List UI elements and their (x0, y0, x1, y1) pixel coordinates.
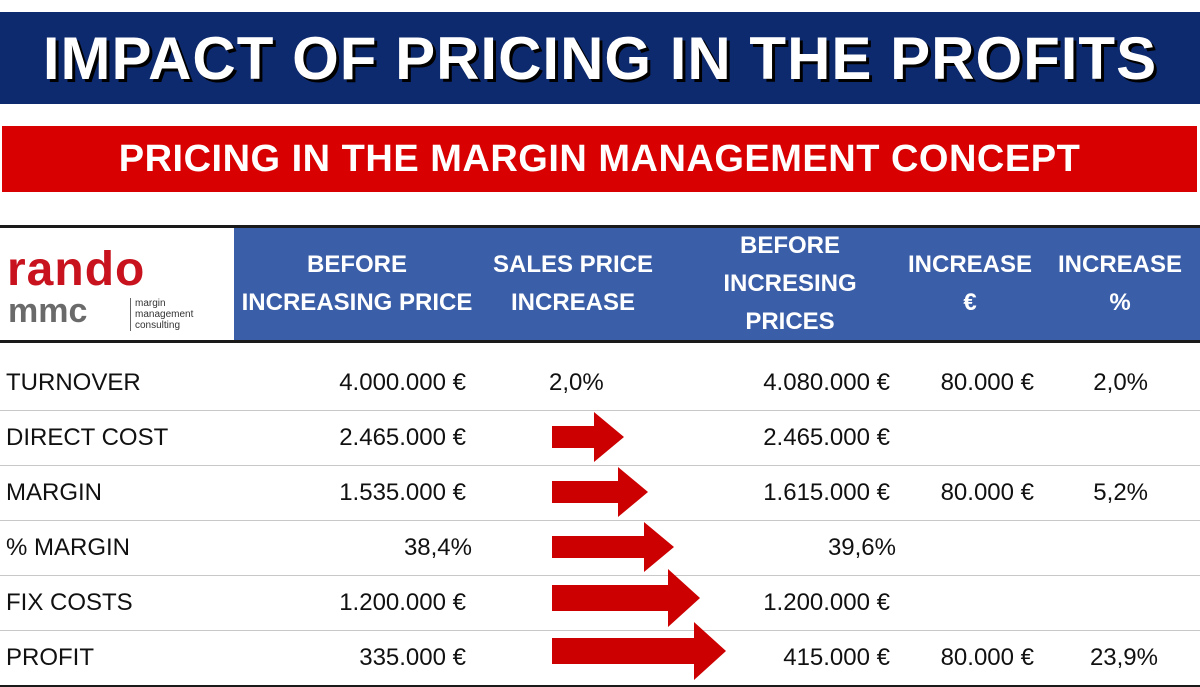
cell-before: 2.465.000 € (339, 423, 466, 451)
cell-inc-eur: 80.000 € (940, 368, 1034, 396)
cell-inc-pct: 23,9% (1089, 643, 1158, 671)
table-top-rule (0, 225, 1200, 228)
company-logo: rando mmc margin management consulting (2, 228, 232, 340)
cell-inc-pct (1034, 575, 1148, 630)
row-label: MARGIN (6, 478, 102, 506)
header-after-line: PRICES (745, 308, 835, 335)
right-arrow-icon (552, 412, 624, 462)
cell-after: 415.000 € (783, 643, 890, 671)
logo-tagline-line: margin (135, 298, 166, 309)
header-before-line: BEFORE (306, 251, 407, 278)
cell-before: 1.200.000 € (339, 588, 466, 616)
header-before: BEFORE INCREASING PRICE (234, 228, 480, 340)
page-subtitle: PRICING IN THE MARGIN MANAGEMENT CONCEPT (118, 137, 1081, 180)
header-after-line: INCRESING (723, 270, 857, 297)
table-row: FIX COSTS 1.200.000 € 1.200.000 € (0, 569, 1200, 631)
right-arrow-icon (552, 569, 700, 627)
right-arrow-icon (552, 467, 648, 517)
row-label: FIX COSTS (6, 588, 133, 616)
cell-before: 38,4% (403, 533, 472, 561)
cell-increase: 2,0% (549, 368, 604, 396)
title-banner: IMPACT OF PRICING IN THE PROFITS (0, 12, 1200, 104)
header-bottom-rule (0, 340, 1200, 343)
cell-before: 335.000 € (359, 643, 466, 671)
table-header: BEFORE INCREASING PRICE SALES PRICE INCR… (234, 228, 1200, 340)
header-increase-line: SALES PRICE (492, 251, 654, 278)
right-arrow-icon (552, 522, 674, 572)
header-increase-line: INCREASE (510, 289, 636, 316)
table-row: PROFIT 335.000 € 415.000 € 80.000 € 23,9… (0, 622, 1200, 687)
logo-brand-top: rando (7, 243, 146, 296)
header-increase-eur: INCREASE € (900, 228, 1040, 340)
logo-tagline-line: consulting (135, 320, 181, 331)
table-row: MARGIN 1.535.000 € 1.615.000 € 80.000 € … (0, 465, 1200, 521)
header-inc-eur-line: € (963, 289, 977, 316)
header-before-line: INCREASING PRICE (241, 289, 473, 316)
cell-inc-pct (1034, 410, 1148, 465)
header-sales-price-increase: SALES PRICE INCREASE (480, 228, 666, 340)
cell-after: 4.080.000 € (763, 368, 890, 396)
header-inc-eur-line: INCREASE (907, 251, 1033, 278)
cell-inc-eur (890, 410, 1034, 465)
cell-inc-pct: 2,0% (1093, 368, 1148, 396)
cell-inc-eur (890, 575, 1034, 630)
right-arrow-icon (552, 622, 726, 680)
logo-brand-bottom: mmc (8, 292, 88, 330)
cell-before: 4.000.000 € (339, 368, 466, 396)
cell-after: 2.465.000 € (763, 423, 890, 451)
row-label: PROFIT (6, 643, 94, 671)
header-inc-pct-line: INCREASE (1057, 251, 1183, 278)
logo-tagline-line: management (135, 309, 194, 320)
cell-after: 1.200.000 € (763, 588, 890, 616)
cell-inc-pct: 5,2% (1093, 478, 1148, 506)
cell-after: 39,6% (827, 533, 896, 561)
table-row: DIRECT COST 2.465.000 € 2.465.000 € (0, 410, 1200, 466)
cell-inc-eur: 80.000 € (940, 478, 1034, 506)
header-inc-pct-line: % (1109, 289, 1131, 316)
cell-inc-pct (1034, 520, 1148, 575)
row-label: % MARGIN (6, 533, 131, 561)
table-row: % MARGIN 38,4% 39,6% (0, 520, 1200, 576)
logo-tagline: margin management consulting (130, 298, 235, 331)
row-label: TURNOVER (6, 368, 141, 396)
header-after-line: BEFORE (739, 232, 840, 259)
cell-after: 1.615.000 € (763, 478, 890, 506)
page-title: IMPACT OF PRICING IN THE PROFITS (42, 24, 1158, 92)
row-label: DIRECT COST (6, 423, 169, 451)
cell-inc-eur: 80.000 € (940, 643, 1034, 671)
cell-inc-eur (890, 520, 1034, 575)
header-after: BEFORE INCRESING PRICES (690, 228, 890, 340)
cell-before: 1.535.000 € (339, 478, 466, 506)
header-increase-pct: INCREASE % (1050, 228, 1190, 340)
subtitle-banner: PRICING IN THE MARGIN MANAGEMENT CONCEPT (2, 126, 1197, 192)
table-row: TURNOVER 4.000.000 € 2,0% 4.080.000 € 80… (0, 355, 1200, 411)
